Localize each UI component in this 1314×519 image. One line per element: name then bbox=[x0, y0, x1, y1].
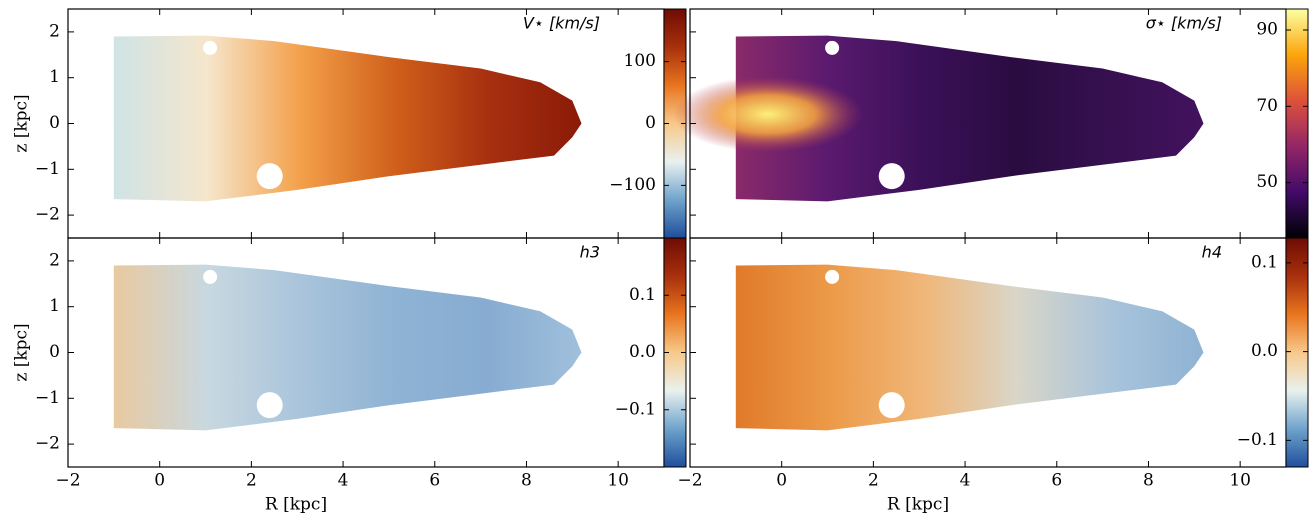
y-tick-label: −2 bbox=[35, 434, 60, 454]
x-tick-label: 6 bbox=[1051, 471, 1062, 491]
x-tick-label: 0 bbox=[154, 471, 165, 491]
x-tick-label: −2 bbox=[677, 471, 702, 491]
masked-region bbox=[878, 392, 905, 419]
dispersion-peak bbox=[672, 76, 863, 153]
colorbar bbox=[1285, 237, 1309, 468]
x-tick-label: 4 bbox=[338, 471, 349, 491]
colorbar-tick-label: 50 bbox=[1256, 172, 1278, 192]
masked-region bbox=[825, 269, 840, 284]
x-tick-label: 10 bbox=[607, 471, 629, 491]
panel-annotation: h3 bbox=[580, 243, 600, 262]
colorbar-tick-label: 0.1 bbox=[1251, 252, 1278, 272]
y-tick-label: 1 bbox=[49, 296, 60, 316]
x-tick-label: 4 bbox=[960, 471, 971, 491]
colorbar-tick-label: 100 bbox=[624, 51, 656, 71]
colorbar-tick-label: 0.1 bbox=[629, 285, 656, 305]
x-tick-label: 8 bbox=[521, 471, 532, 491]
y-tick-label: 0 bbox=[49, 342, 60, 362]
y-tick-label: −2 bbox=[35, 205, 60, 225]
masked-region bbox=[203, 269, 218, 284]
x-tick-label: 8 bbox=[1143, 471, 1154, 491]
masked-region bbox=[878, 163, 905, 190]
y-tick-label: 2 bbox=[49, 250, 60, 270]
colorbar-tick-label: 90 bbox=[1256, 19, 1278, 39]
galaxy-map bbox=[735, 264, 1204, 431]
masked-region bbox=[256, 392, 283, 419]
x-axis-label: R [kpc] bbox=[887, 495, 949, 515]
galaxy-map bbox=[735, 35, 1204, 202]
colorbar-tick-label: 0 bbox=[645, 113, 656, 133]
x-tick-label: 2 bbox=[246, 471, 257, 491]
y-tick-label: 0 bbox=[49, 113, 60, 133]
colorbar bbox=[1285, 8, 1309, 239]
y-axis-label: z [kpc] bbox=[12, 94, 32, 152]
galaxy-map bbox=[113, 264, 582, 431]
masked-region bbox=[825, 40, 840, 55]
masked-region bbox=[203, 40, 218, 55]
x-axis-label: R [kpc] bbox=[265, 495, 327, 515]
y-tick-label: 2 bbox=[49, 21, 60, 41]
x-tick-label: 0 bbox=[776, 471, 787, 491]
colorbar-tick-label: −0.1 bbox=[615, 399, 656, 419]
x-tick-label: 2 bbox=[868, 471, 879, 491]
y-axis-label: z [kpc] bbox=[12, 323, 32, 381]
colorbar-tick-label: 0.0 bbox=[1251, 341, 1278, 361]
y-tick-label: −1 bbox=[35, 159, 60, 179]
y-tick-label: 1 bbox=[49, 67, 60, 87]
colorbar-tick-label: 70 bbox=[1256, 96, 1278, 116]
panel-annotation: h4 bbox=[1202, 243, 1222, 262]
x-tick-label: −2 bbox=[55, 471, 80, 491]
y-tick-label: −1 bbox=[35, 388, 60, 408]
x-tick-label: 10 bbox=[1229, 471, 1251, 491]
panel-annotation: σ⋆ [km/s] bbox=[1146, 14, 1222, 33]
galaxy-map bbox=[113, 35, 582, 202]
panel-annotation: V⋆ [km/s] bbox=[523, 14, 600, 33]
colorbar-tick-label: 0.0 bbox=[629, 342, 656, 362]
masked-region bbox=[256, 163, 283, 190]
colorbar-tick-label: −0.1 bbox=[1237, 430, 1278, 450]
colorbar-tick-label: −100 bbox=[609, 175, 656, 195]
x-tick-label: 6 bbox=[429, 471, 440, 491]
